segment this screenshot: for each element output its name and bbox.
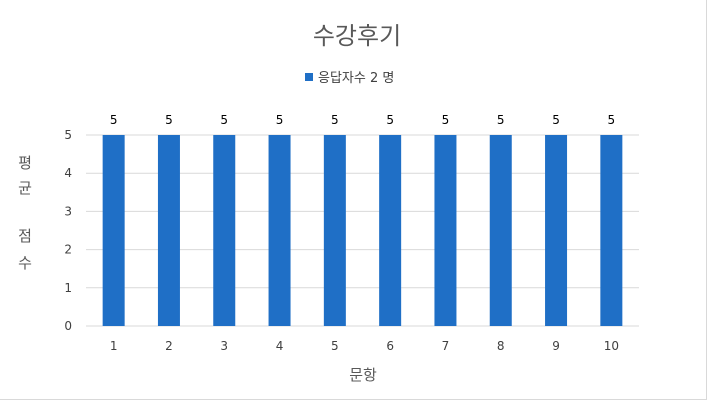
y-axis-ticks: 0 1 2 3 4 5 (64, 128, 72, 333)
x-tick-label: 7 (442, 339, 450, 353)
data-label: 5 (386, 113, 394, 127)
x-tick-label: 6 (386, 339, 394, 353)
bar (323, 135, 346, 326)
data-label: 5 (497, 113, 505, 127)
chart-title: 수강후기 (313, 22, 401, 50)
y-tick-label: 3 (64, 204, 72, 218)
bars (102, 135, 623, 326)
y-tick-label: 4 (64, 166, 72, 180)
bar (213, 135, 236, 326)
y-axis-title-char: 평 (18, 154, 32, 172)
x-tick-label: 4 (276, 339, 284, 353)
y-tick-label: 5 (64, 128, 72, 142)
y-tick-label: 0 (64, 319, 72, 333)
bar (379, 135, 402, 326)
legend-label: 응답자수 2 명 (318, 71, 394, 86)
x-tick-label: 10 (604, 339, 619, 353)
x-tick-label: 9 (552, 339, 560, 353)
legend: 응답자수 2 명 (305, 71, 394, 86)
data-label: 5 (331, 113, 339, 127)
x-tick-label: 2 (165, 339, 173, 353)
bar (600, 135, 623, 326)
y-tick-label: 1 (64, 281, 72, 295)
x-axis-title: 문항 (349, 366, 377, 384)
data-label: 5 (608, 113, 616, 127)
x-tick-label: 1 (110, 339, 118, 353)
data-label: 5 (276, 113, 284, 127)
data-label: 5 (110, 113, 118, 127)
bar (157, 135, 180, 326)
data-label: 5 (442, 113, 450, 127)
data-label: 5 (220, 113, 228, 127)
bar (489, 135, 512, 326)
x-axis-ticks: 1 2 3 4 5 6 7 8 9 10 (110, 339, 619, 353)
x-tick-label: 8 (497, 339, 505, 353)
y-tick-label: 2 (64, 243, 72, 257)
y-axis-title-char: 점 (18, 227, 32, 245)
y-axis-title-char: 수 (18, 254, 32, 272)
y-axis-title-char: 균 (18, 179, 32, 197)
data-label: 5 (552, 113, 560, 127)
bar (434, 135, 457, 326)
legend-swatch (305, 73, 313, 81)
bar (102, 135, 125, 326)
x-tick-label: 5 (331, 339, 339, 353)
bar (268, 135, 291, 326)
data-labels: 5 5 5 5 5 5 5 5 5 5 (110, 113, 615, 127)
bar (545, 135, 568, 326)
x-tick-label: 3 (220, 339, 228, 353)
data-label: 5 (165, 113, 173, 127)
